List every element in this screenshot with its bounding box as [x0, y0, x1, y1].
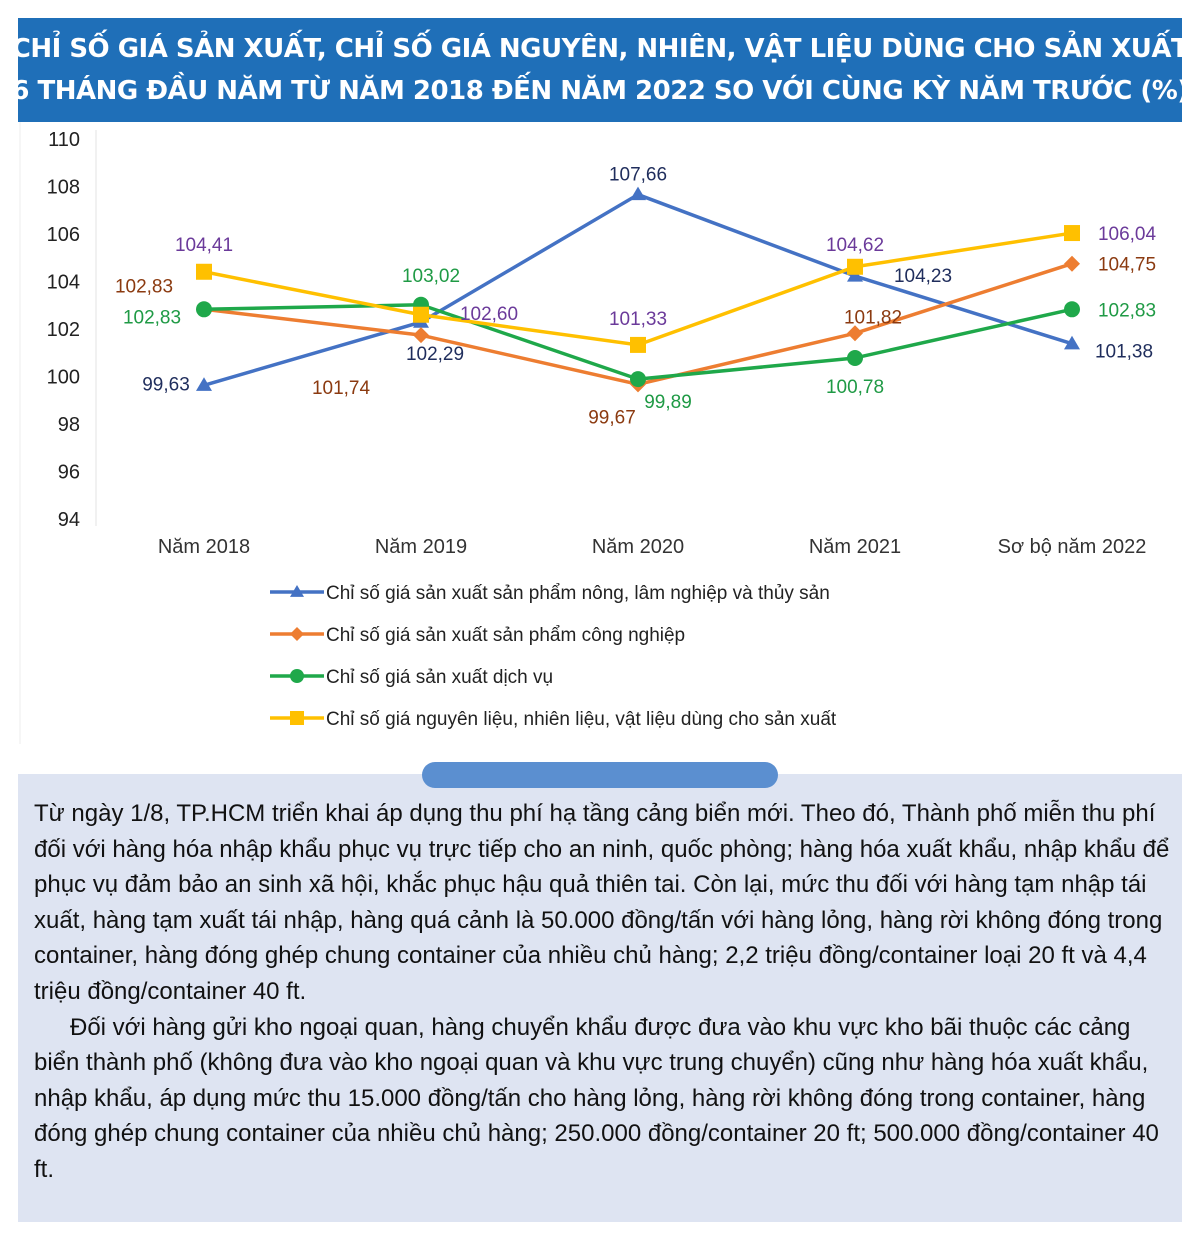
- chart-title-line-2: 6 THÁNG ĐẦU NĂM TỪ NĂM 2018 ĐẾN NĂM 2022…: [11, 76, 1189, 106]
- legend-label: Chỉ số giá sản xuất dịch vụ: [326, 667, 553, 688]
- data-label: 101,74: [312, 378, 371, 399]
- chart-title-line-1: CHỈ SỐ GIÁ SẢN XUẤT, CHỈ SỐ GIÁ NGUYÊN, …: [11, 34, 1189, 64]
- data-label: 99,67: [588, 407, 636, 428]
- chart-title-banner: CHỈ SỐ GIÁ SẢN XUẤT, CHỈ SỐ GIÁ NGUYÊN, …: [11, 18, 1189, 122]
- data-label: 104,41: [175, 235, 233, 256]
- data-point-triangle: [290, 585, 304, 597]
- x-tick-label: Năm 2019: [375, 536, 467, 558]
- y-tick-label: 98: [58, 414, 80, 436]
- data-label: 104,62: [826, 235, 884, 256]
- line-chart: 110 108 106 104 102 100 98 96 94 Năm 2018 Năm 2019…: [18, 122, 1182, 744]
- data-point-circle: [630, 371, 646, 388]
- data-point-triangle: [196, 377, 212, 391]
- data-label: 102,29: [406, 344, 464, 365]
- data-label: 101,38: [1095, 342, 1153, 363]
- data-label: 102,83: [115, 276, 173, 297]
- y-tick-label: 94: [58, 509, 80, 531]
- data-point-triangle: [630, 186, 646, 201]
- x-tick-label: Năm 2020: [592, 536, 684, 558]
- series-line: [203, 192, 1073, 387]
- info-paragraph-2: Đối với hàng gửi kho ngoại quan, hàng ch…: [34, 1013, 1159, 1183]
- data-label: 101,33: [609, 309, 667, 330]
- data-label: 100,78: [826, 377, 884, 398]
- data-point-square: [290, 711, 304, 725]
- data-point-circle: [1064, 301, 1080, 318]
- data-point-square: [847, 258, 863, 275]
- y-tick-label: 96: [58, 462, 80, 484]
- data-point-diamond: [847, 325, 863, 342]
- y-tick-label: 100: [47, 367, 80, 389]
- info-panel: Từ ngày 1/8, TP.HCM triển khai áp dụng t…: [18, 762, 1182, 1222]
- data-point-diamond: [413, 327, 429, 344]
- y-tick-label: 102: [47, 319, 80, 341]
- data-point-square: [196, 263, 212, 280]
- data-label: 103,02: [402, 266, 460, 287]
- x-tick-label: Năm 2021: [809, 536, 901, 558]
- data-label: 107,66: [609, 165, 667, 186]
- info-paragraph-1: Từ ngày 1/8, TP.HCM triển khai áp dụng t…: [34, 800, 1170, 1005]
- legend-label: Chỉ số giá sản xuất sản phẩm công nghiệp: [326, 625, 685, 646]
- data-point-diamond: [290, 627, 304, 641]
- data-label: 102,83: [1098, 300, 1156, 321]
- x-tick-label: Năm 2018: [158, 536, 250, 558]
- data-label: 104,23: [894, 266, 952, 287]
- data-point-square: [630, 336, 646, 353]
- data-label: 106,04: [1098, 224, 1157, 245]
- data-label: 102,60: [460, 304, 518, 325]
- data-label: 102,83: [123, 307, 181, 328]
- data-point-square: [1064, 225, 1080, 242]
- data-point-triangle: [847, 268, 863, 282]
- data-label: 99,63: [142, 374, 190, 395]
- data-point-circle: [196, 301, 212, 318]
- legend-label: Chỉ số giá nguyên liệu, nhiên liệu, vật …: [326, 709, 837, 730]
- data-label: 101,82: [844, 307, 902, 328]
- y-tick-label: 104: [47, 272, 80, 294]
- data-point-triangle: [1064, 335, 1080, 350]
- y-tick-label: 110: [48, 129, 80, 151]
- data-point-diamond: [1064, 255, 1080, 272]
- decorative-pill: [422, 762, 778, 788]
- data-point-circle: [290, 669, 304, 683]
- y-tick-label: 108: [47, 177, 80, 199]
- x-tick-label: Sơ bộ năm 2022: [998, 536, 1147, 558]
- data-point-circle: [847, 349, 863, 366]
- data-point-square: [413, 306, 429, 323]
- data-label: 104,75: [1098, 255, 1156, 276]
- info-text: Từ ngày 1/8, TP.HCM triển khai áp dụng t…: [34, 796, 1170, 1188]
- y-tick-label: 106: [47, 224, 80, 246]
- legend-label: Chỉ số giá sản xuất sản phẩm nông, lâm n…: [326, 583, 830, 604]
- line-chart-svg: 110 108 106 104 102 100 98 96 94 Năm 2018 Năm 2019…: [19, 122, 1157, 744]
- data-label: 99,89: [644, 392, 692, 413]
